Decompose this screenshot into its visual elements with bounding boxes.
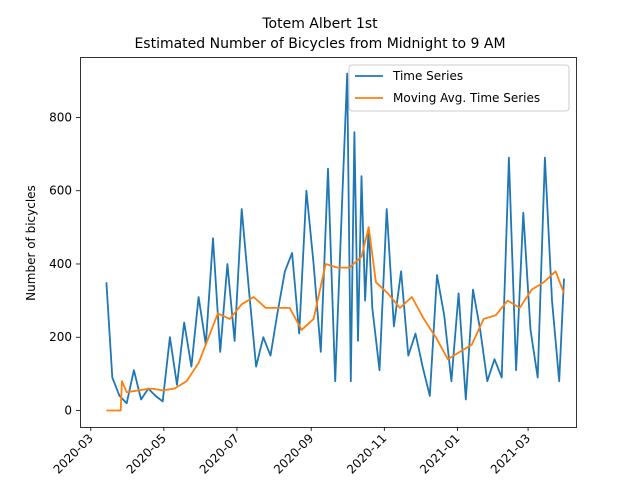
y-tick-label: 200 (49, 330, 72, 344)
series-line-0 (105, 72, 565, 405)
x-tick-label: 2020-03 (51, 431, 96, 476)
legend-label-0: Time Series (392, 69, 463, 83)
legend-box (348, 64, 570, 112)
x-tick-label: 2021-03 (488, 431, 533, 476)
x-tick-label: 2020-11 (344, 431, 389, 476)
x-tick-label: 2020-07 (197, 431, 242, 476)
legend: Time Series Moving Avg. Time Series (348, 64, 570, 112)
x-tick-label: 2020-09 (271, 431, 316, 476)
title-line: Estimated Number of Bicycles from Midnig… (134, 36, 505, 52)
y-tick-label: 800 (49, 110, 72, 124)
y-tick-label: 0 (64, 404, 72, 418)
y-axis: 0 200 400 600 800 (49, 110, 80, 418)
title-line: Totem Albert 1st (261, 16, 378, 32)
plot-lines (105, 72, 565, 412)
legend-label-1: Moving Avg. Time Series (393, 91, 540, 105)
chart-title: Totem Albert 1st Estimated Number of Bicy… (134, 16, 505, 52)
y-tick-label: 400 (49, 257, 72, 271)
x-tick-label: 2020-05 (124, 431, 169, 476)
x-axis: 2020-03 2020-05 2020-07 2020-09 2020-11 2021-… (51, 427, 533, 477)
y-tick-label: 600 (49, 184, 72, 198)
plot-frame (80, 57, 577, 428)
series-line-1 (106, 226, 565, 412)
x-tick-label: 2021-01 (417, 431, 462, 476)
y-axis-label: Number of bicycles (24, 185, 38, 301)
